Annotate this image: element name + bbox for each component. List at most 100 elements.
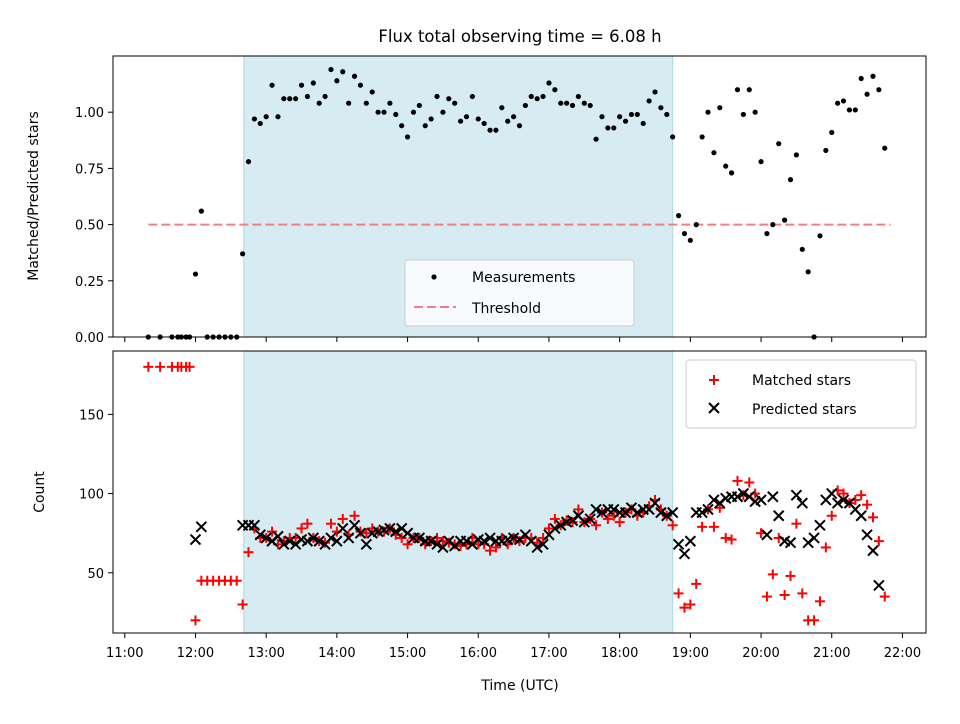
measurement-point — [546, 80, 552, 86]
matched-star-point — [573, 504, 584, 515]
predicted-star-point — [861, 529, 873, 541]
measurement-point — [670, 134, 676, 140]
predicted-star-point — [431, 538, 443, 550]
predicted-star-point — [284, 535, 296, 547]
predicted-star-point — [684, 535, 697, 547]
matched-star-point — [602, 513, 613, 524]
bottom-y-ticks: 50 100 150 — [79, 408, 113, 582]
predicted-star-point — [873, 579, 885, 592]
x-tick-label: 18:00 — [601, 646, 638, 661]
measurement-point — [640, 120, 646, 127]
matched-star-point — [720, 532, 731, 543]
predicted-star-point — [272, 530, 284, 543]
measurement-point — [493, 127, 499, 133]
predicted-star-point — [337, 522, 349, 535]
x-tick-label: 14:00 — [318, 646, 355, 661]
x-tick-label: 13:00 — [247, 646, 284, 661]
measurement-point — [446, 96, 452, 102]
measurement-point — [611, 125, 617, 131]
predicted-star-point — [555, 519, 567, 531]
matched-star-point — [155, 361, 166, 372]
matched-star-point — [838, 488, 849, 499]
measurement-point — [852, 107, 858, 113]
predicted-star-point — [678, 548, 691, 560]
measurement-point — [840, 98, 847, 104]
predicted-star-point — [672, 538, 685, 550]
matched-star-point — [809, 615, 820, 626]
matched-star-point — [879, 591, 890, 602]
x-tick-label: 16:00 — [460, 646, 497, 661]
bottom-y-tick-label: 150 — [79, 408, 104, 423]
measurement-point — [858, 75, 864, 82]
measurement-point — [516, 123, 523, 129]
matched-star-point — [561, 515, 572, 526]
x-tick-label: 17:00 — [530, 646, 567, 661]
predicted-star-point — [478, 535, 490, 547]
predicted-star-point — [325, 532, 337, 544]
x-tick-label: 21:00 — [813, 646, 850, 661]
measurement-point — [835, 100, 841, 106]
measurement-point — [375, 109, 381, 115]
measurement-point — [475, 116, 481, 122]
predicted-star-point — [413, 532, 426, 544]
measurement-point — [552, 87, 558, 93]
measurement-point — [752, 109, 758, 115]
predicted-star-point — [608, 503, 620, 516]
predicted-star-point — [390, 525, 402, 538]
matched-star-point — [325, 518, 336, 529]
measurement-point — [363, 100, 369, 106]
measurement-point — [705, 109, 711, 115]
legend-matched-label: Matched stars — [752, 373, 851, 389]
bottom-y-axis-label: Count — [32, 471, 48, 513]
predicted-star-point — [584, 513, 596, 525]
predicted-star-point — [649, 497, 661, 509]
predicted-star-point — [731, 491, 744, 503]
measurement-point — [793, 152, 799, 158]
measurement-points — [145, 66, 888, 340]
bottom-y-tick-label: 100 — [79, 488, 104, 503]
predicted-star-point — [855, 510, 867, 522]
measurement-point — [528, 93, 534, 100]
predicted-star-point — [702, 503, 714, 516]
matched-star-point — [732, 475, 743, 486]
predicted-star-point — [773, 510, 785, 522]
measurement-point — [534, 96, 540, 102]
matched-star-point — [673, 588, 684, 599]
x-tick-label: 15:00 — [389, 646, 426, 661]
chart-title: Flux total observing time = 6.08 h — [378, 27, 661, 46]
measurement-point — [646, 98, 652, 104]
matched-star-point — [761, 591, 772, 602]
measurement-point — [440, 109, 446, 115]
measurement-point — [346, 100, 352, 106]
measurement-point — [746, 87, 752, 93]
matched-star-point — [856, 490, 867, 501]
legend-matched-marker — [709, 375, 719, 385]
matched-star-point — [543, 523, 554, 534]
predicted-star-point — [837, 494, 850, 506]
matched-star-point — [591, 520, 602, 531]
top-y-tick-label: 0.00 — [75, 331, 104, 346]
predicted-star-point — [590, 503, 602, 516]
measurement-point — [304, 93, 311, 100]
matched-star-point — [485, 545, 496, 556]
top-y-tick-label: 0.25 — [75, 275, 104, 290]
measurement-point — [740, 111, 746, 118]
measurement-point — [876, 87, 882, 93]
measurement-point — [558, 100, 564, 106]
matched-star-point — [267, 526, 278, 537]
measurement-point — [864, 91, 870, 97]
measurement-point — [393, 111, 399, 118]
measurement-point — [499, 105, 505, 111]
predicted-star-point — [354, 527, 367, 539]
measurement-point — [658, 105, 664, 111]
measurement-point — [340, 69, 346, 75]
predicted-star-point — [831, 497, 844, 509]
predicted-star-point — [696, 506, 708, 519]
measurement-point — [463, 114, 470, 120]
top-legend-box — [404, 259, 635, 327]
matched-star-point — [714, 502, 725, 513]
measurement-point — [617, 114, 623, 120]
matched-star-point — [862, 499, 873, 510]
predicted-star-point — [767, 491, 779, 503]
